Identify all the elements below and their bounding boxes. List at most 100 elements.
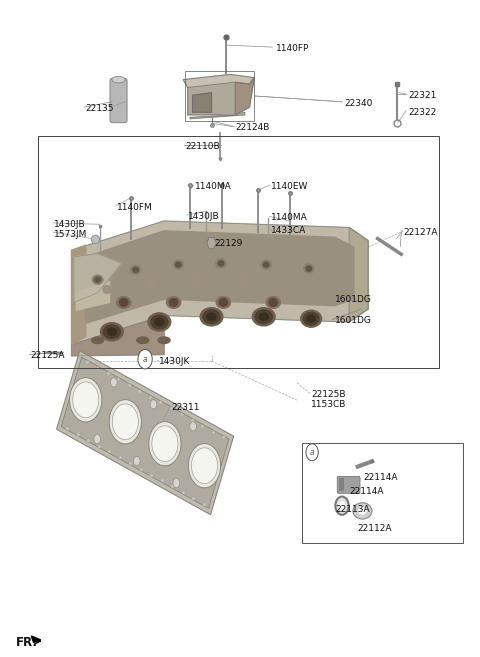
Ellipse shape <box>137 337 149 344</box>
Text: 22322: 22322 <box>408 108 437 117</box>
Ellipse shape <box>93 275 103 284</box>
Ellipse shape <box>100 323 123 341</box>
Polygon shape <box>188 82 250 115</box>
Bar <box>301 443 463 543</box>
Ellipse shape <box>92 337 104 344</box>
Ellipse shape <box>151 315 168 328</box>
Text: 22321: 22321 <box>408 91 437 100</box>
Ellipse shape <box>190 422 196 431</box>
Polygon shape <box>74 254 121 302</box>
Ellipse shape <box>263 262 269 267</box>
Ellipse shape <box>131 265 141 275</box>
Ellipse shape <box>95 277 100 283</box>
Text: 1430JB: 1430JB <box>188 212 219 221</box>
Text: 22125B: 22125B <box>311 390 346 399</box>
Polygon shape <box>76 282 109 310</box>
Text: 22127A: 22127A <box>404 227 438 237</box>
Ellipse shape <box>148 313 171 331</box>
Text: a: a <box>310 448 314 457</box>
Polygon shape <box>72 221 368 345</box>
Polygon shape <box>57 351 234 514</box>
Polygon shape <box>72 315 164 356</box>
Ellipse shape <box>219 298 228 306</box>
Text: 1140EW: 1140EW <box>271 182 308 191</box>
Text: a: a <box>143 355 147 363</box>
Ellipse shape <box>200 307 223 326</box>
Ellipse shape <box>240 277 249 284</box>
Ellipse shape <box>117 296 131 308</box>
Text: 1430JK: 1430JK <box>159 357 191 365</box>
Ellipse shape <box>169 298 178 306</box>
Ellipse shape <box>259 313 268 321</box>
Ellipse shape <box>133 457 140 466</box>
Ellipse shape <box>108 328 117 336</box>
Text: 1601DG: 1601DG <box>335 316 372 325</box>
Polygon shape <box>190 112 245 119</box>
Ellipse shape <box>150 399 157 409</box>
FancyBboxPatch shape <box>337 476 360 493</box>
Ellipse shape <box>173 478 180 487</box>
Polygon shape <box>349 227 368 322</box>
Ellipse shape <box>216 259 226 268</box>
Text: 22129: 22129 <box>214 239 242 248</box>
Ellipse shape <box>269 298 277 306</box>
Ellipse shape <box>176 262 181 267</box>
Text: 1573JM: 1573JM <box>54 229 87 238</box>
Circle shape <box>336 497 348 515</box>
Text: 22124B: 22124B <box>235 124 270 132</box>
Text: 22311: 22311 <box>171 403 200 413</box>
Ellipse shape <box>103 286 111 293</box>
Bar <box>38 136 439 367</box>
Text: 22135: 22135 <box>86 104 114 113</box>
Ellipse shape <box>303 264 314 273</box>
Polygon shape <box>86 231 354 323</box>
Circle shape <box>339 501 345 510</box>
Text: 1430JB: 1430JB <box>54 220 85 229</box>
Bar <box>185 70 254 122</box>
Polygon shape <box>235 78 254 115</box>
Ellipse shape <box>266 296 280 308</box>
Ellipse shape <box>133 267 138 273</box>
Ellipse shape <box>103 325 120 338</box>
Ellipse shape <box>145 279 154 287</box>
Ellipse shape <box>255 310 272 324</box>
Ellipse shape <box>158 337 170 344</box>
Ellipse shape <box>149 422 181 466</box>
Text: 22114A: 22114A <box>363 472 398 482</box>
Ellipse shape <box>252 307 275 326</box>
Text: 22125A: 22125A <box>30 351 65 360</box>
Circle shape <box>138 350 152 369</box>
Ellipse shape <box>358 507 367 515</box>
Text: 1140MA: 1140MA <box>195 182 232 191</box>
Polygon shape <box>183 74 254 87</box>
Ellipse shape <box>193 276 202 284</box>
Text: 1140MA: 1140MA <box>271 214 308 222</box>
Ellipse shape <box>72 382 99 418</box>
FancyBboxPatch shape <box>110 78 127 123</box>
Ellipse shape <box>192 448 217 484</box>
Ellipse shape <box>173 260 183 269</box>
Text: 22112A: 22112A <box>358 524 392 533</box>
Text: 22340: 22340 <box>344 99 373 108</box>
Text: 1153CB: 1153CB <box>311 400 347 409</box>
Bar <box>339 478 344 491</box>
Ellipse shape <box>110 378 117 387</box>
Ellipse shape <box>353 503 372 519</box>
Ellipse shape <box>94 434 100 443</box>
Text: 1433CA: 1433CA <box>271 225 306 235</box>
Text: 1140FP: 1140FP <box>276 44 309 53</box>
Ellipse shape <box>120 298 128 306</box>
Ellipse shape <box>70 378 102 422</box>
Circle shape <box>306 444 318 461</box>
Ellipse shape <box>152 426 178 462</box>
Ellipse shape <box>303 312 319 325</box>
Text: 22110B: 22110B <box>185 142 220 150</box>
Polygon shape <box>61 357 229 509</box>
Ellipse shape <box>306 266 312 271</box>
Ellipse shape <box>261 260 271 269</box>
Ellipse shape <box>203 310 220 324</box>
Text: 22114A: 22114A <box>349 487 384 496</box>
Ellipse shape <box>112 404 138 440</box>
Ellipse shape <box>216 296 230 308</box>
Ellipse shape <box>307 315 315 322</box>
